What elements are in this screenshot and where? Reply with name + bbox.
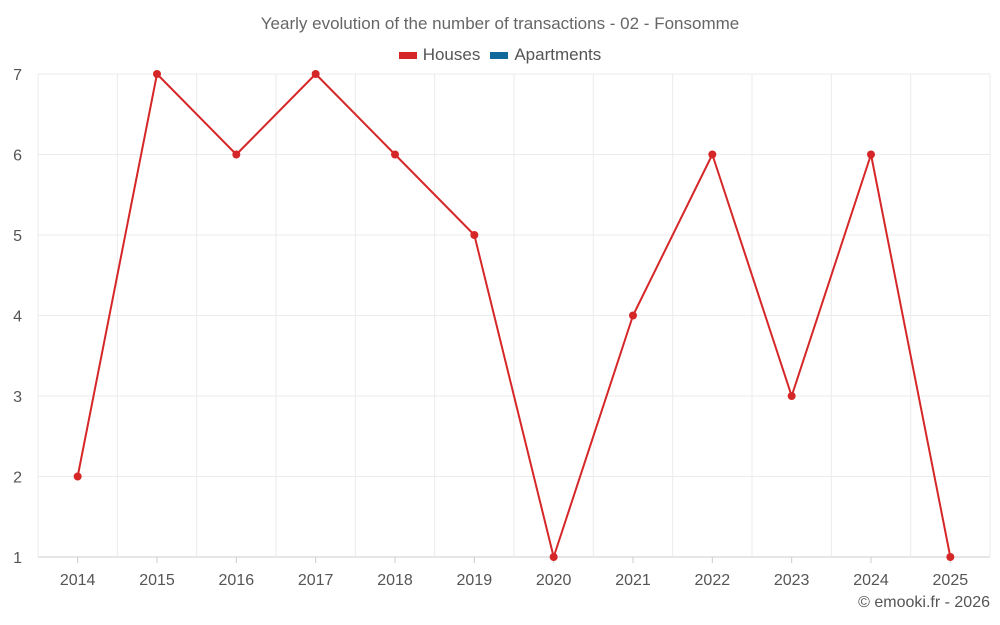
y-tick-label: 1 xyxy=(13,550,22,567)
legend-swatch-apartments xyxy=(490,51,509,59)
x-tick-label: 2016 xyxy=(219,572,255,589)
y-tick-label: 3 xyxy=(13,389,22,406)
x-tick-label: 2018 xyxy=(377,572,413,589)
data-point xyxy=(311,70,320,78)
y-tick-label: 5 xyxy=(13,228,22,245)
data-point xyxy=(549,553,558,561)
data-point xyxy=(73,472,82,481)
legend: Houses Apartments xyxy=(0,45,1000,65)
x-tick-label: 2014 xyxy=(60,572,96,589)
y-axis: 1 2 3 4 5 6 7 xyxy=(13,67,22,567)
data-point xyxy=(470,231,479,239)
x-tick-label: 2024 xyxy=(853,572,889,589)
legend-swatch-houses xyxy=(398,51,417,59)
legend-item-apartments[interactable]: Apartments xyxy=(490,45,601,65)
data-point xyxy=(232,150,241,159)
legend-item-houses[interactable]: Houses xyxy=(398,45,481,65)
y-tick-label: 4 xyxy=(13,309,22,326)
x-tick-label: 2017 xyxy=(298,572,334,589)
data-point xyxy=(708,150,717,159)
grid xyxy=(37,73,991,558)
series-line-houses xyxy=(76,73,952,558)
y-tick-label: 6 xyxy=(13,148,22,165)
x-tick-label: 2015 xyxy=(139,572,175,589)
data-point xyxy=(153,70,161,78)
y-tick-label: 7 xyxy=(13,67,22,84)
y-tick-label: 2 xyxy=(13,470,22,487)
x-tick-label: 2022 xyxy=(695,572,731,589)
series-layer xyxy=(73,70,955,561)
x-tick-label: 2019 xyxy=(457,572,493,589)
chart-title: Yearly evolution of the number of transa… xyxy=(260,14,740,33)
x-tick-label: 2021 xyxy=(615,572,651,589)
x-axis: 2014 2015 2016 2017 2018 2019 2020 2021 2022 2023… xyxy=(60,557,968,589)
x-tick-label: 2025 xyxy=(933,572,969,589)
x-tick-label: 2020 xyxy=(536,572,572,589)
legend-label-apartments: Apartments xyxy=(514,45,602,64)
data-point xyxy=(946,553,955,561)
data-point xyxy=(629,311,637,320)
data-point xyxy=(787,392,796,400)
data-point xyxy=(391,150,399,159)
x-tick-label: 2023 xyxy=(774,572,810,589)
credit-text: © emooki.fr - 2026 xyxy=(858,594,990,611)
legend-label-houses: Houses xyxy=(422,45,481,64)
data-point xyxy=(867,150,875,159)
